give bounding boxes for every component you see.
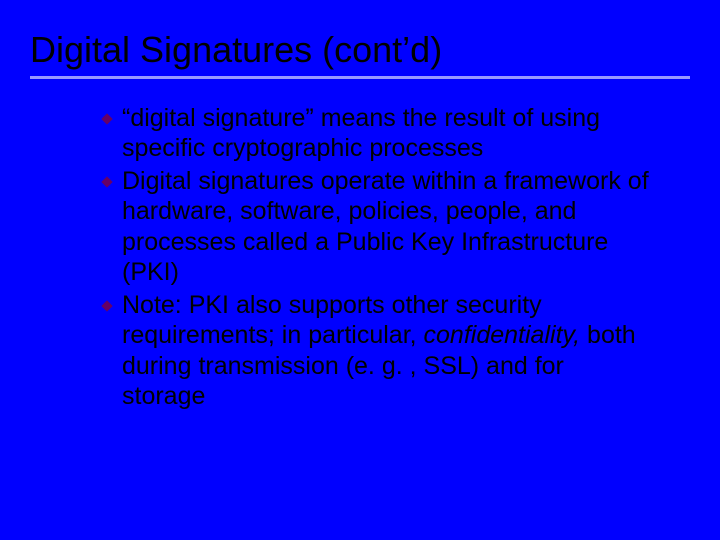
bullet-list: “digital signature” means the result of … bbox=[100, 103, 650, 412]
diamond-icon bbox=[100, 175, 114, 189]
bullet-item: “digital signature” means the result of … bbox=[100, 103, 650, 164]
diamond-icon bbox=[100, 299, 114, 313]
title-underline bbox=[30, 76, 690, 79]
slide-title: Digital Signatures (cont’d) bbox=[30, 30, 690, 70]
bullet-text: Note: PKI also supports other security r… bbox=[122, 290, 650, 412]
bullet-text: “digital signature” means the result of … bbox=[122, 103, 650, 164]
slide: Digital Signatures (cont’d) “digital sig… bbox=[0, 0, 720, 540]
bullet-text: Digital signatures operate within a fram… bbox=[122, 166, 650, 288]
bullet-item: Digital signatures operate within a fram… bbox=[100, 166, 650, 288]
diamond-icon bbox=[100, 112, 114, 126]
bullet-item: Note: PKI also supports other security r… bbox=[100, 290, 650, 412]
